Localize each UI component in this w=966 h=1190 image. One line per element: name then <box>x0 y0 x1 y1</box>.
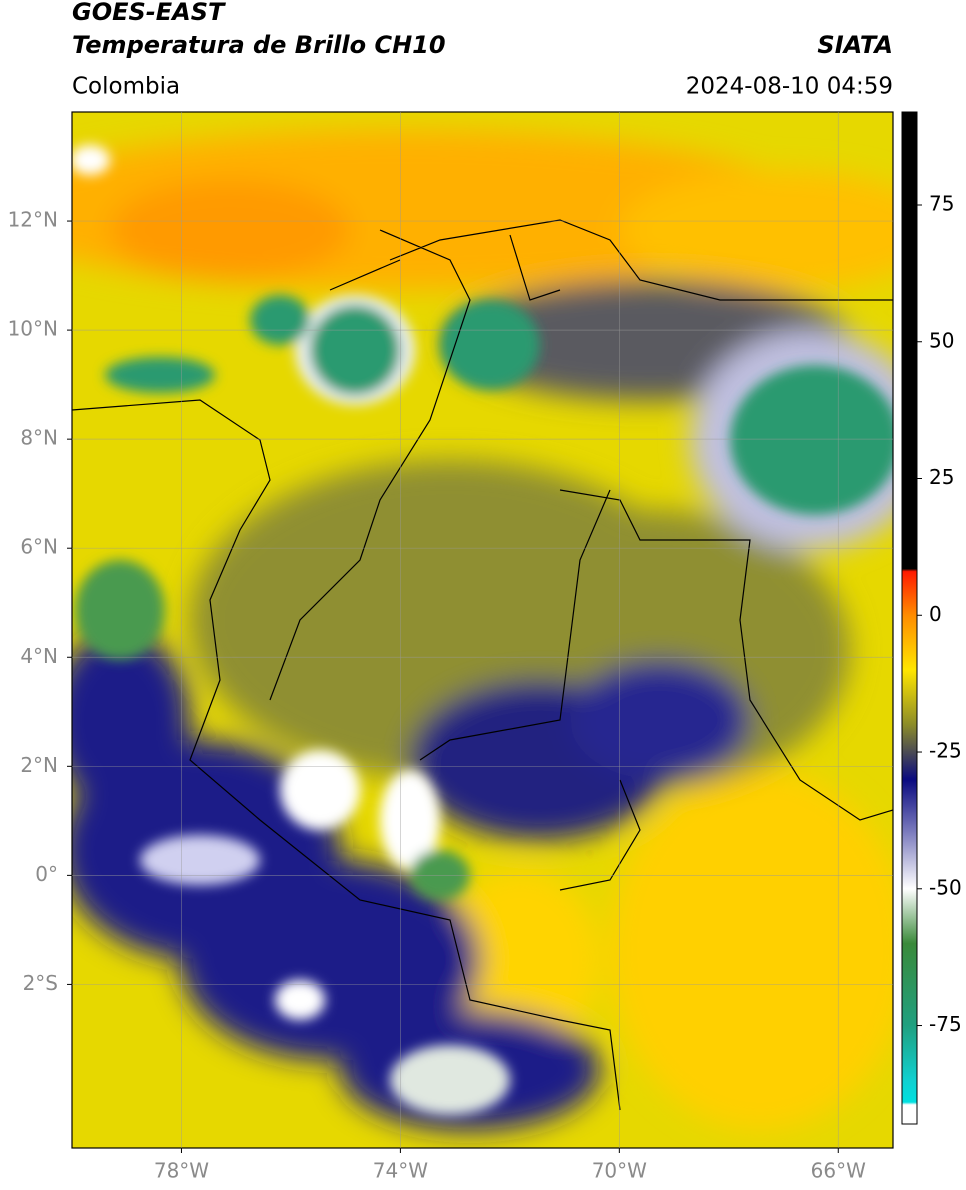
y-tick-label: 2°S <box>23 971 58 995</box>
colorbar-label: 0 <box>929 602 942 626</box>
y-tick-label: 2°N <box>20 753 58 777</box>
colorbar-label: -25 <box>929 739 962 763</box>
source: SIATA <box>817 31 893 59</box>
y-tick-label: 8°N <box>20 426 58 450</box>
colorbar-label: -50 <box>929 875 962 899</box>
y-tick-label: 12°N <box>8 208 58 232</box>
x-tick-label: 78°W <box>154 1159 209 1183</box>
timestamp: 2024-08-10 04:59 <box>686 74 893 100</box>
subtitle: Temperatura de Brillo CH10 <box>72 31 446 59</box>
title: GOES-EAST <box>72 0 226 26</box>
x-tick-label: 74°W <box>373 1159 428 1183</box>
region: Colombia <box>72 74 180 100</box>
colorbar-label: -75 <box>929 1012 962 1036</box>
colorbar-label: 50 <box>929 328 954 352</box>
y-tick-label: 4°N <box>20 644 58 668</box>
map-frame <box>71 111 894 1149</box>
satellite-image <box>72 112 893 1148</box>
y-tick-label: 10°N <box>8 317 58 341</box>
x-tick-label: 70°W <box>592 1159 647 1183</box>
colorbar-label: 75 <box>929 191 954 215</box>
boundaries <box>72 219 893 1111</box>
colorbar <box>901 111 918 1125</box>
y-tick-label: 6°N <box>20 535 58 559</box>
colorbar-label: 25 <box>929 465 954 489</box>
y-tick-label: 0° <box>35 862 58 886</box>
x-tick-label: 66°W <box>811 1159 866 1183</box>
